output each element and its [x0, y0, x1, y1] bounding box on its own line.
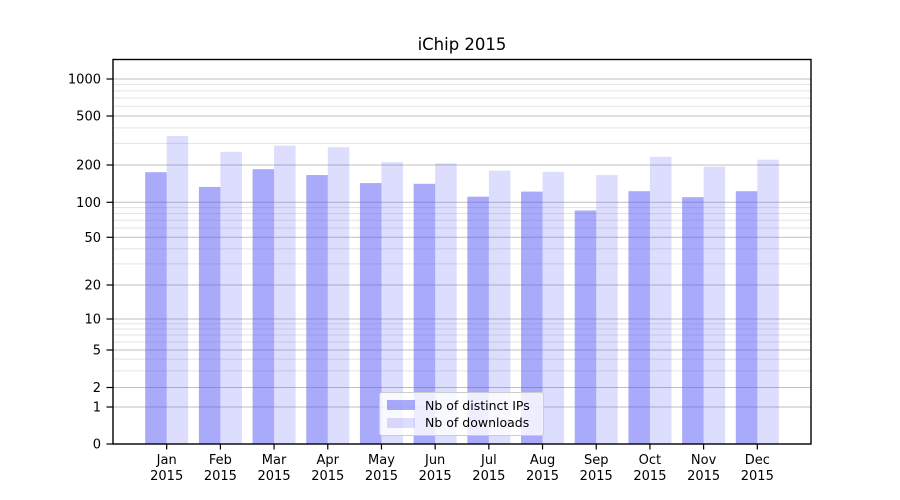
y-tick-label-50: 50: [84, 231, 101, 246]
x-tick-label-year-oct-2015: 2015: [633, 469, 666, 484]
x-tick-label-year-nov-2015: 2015: [687, 469, 720, 484]
y-tick-label-1: 1: [93, 401, 101, 416]
bar-nb-of-downloads-sep-2015: [596, 175, 618, 445]
x-tick-label-month-aug-2015: Aug: [530, 453, 555, 468]
bar-nb-of-downloads-jul-2015: [488, 170, 511, 444]
y-tick-label-500: 500: [76, 110, 101, 125]
bar-nb-of-distinct-ips-may-2015: [359, 183, 382, 445]
bar-nb-of-distinct-ips-aug-2015: [521, 191, 543, 444]
legend-label-distinct-ips: Nb of distinct IPs: [425, 397, 530, 413]
x-tick-label-month-dec-2015: Dec: [745, 453, 770, 468]
x-tick-label-month-may-2015: May: [368, 453, 395, 468]
legend-item-downloads: Nb of downloads: [387, 415, 537, 430]
x-tick-label-month-oct-2015: Oct: [639, 453, 661, 468]
bar-nb-of-downloads-jun-2015: [435, 163, 457, 444]
y-tick-label-1000: 1000: [68, 73, 101, 88]
bar-nb-of-distinct-ips-jan-2015: [145, 172, 167, 444]
legend-swatch-distinct-ips: [387, 400, 415, 411]
legend-box: Nb of distinct IPs Nb of downloads: [379, 392, 544, 436]
bar-nb-of-distinct-ips-feb-2015: [198, 186, 221, 444]
bar-nb-of-downloads-dec-2015: [757, 159, 779, 444]
x-tick-label-year-dec-2015: 2015: [741, 469, 774, 484]
bar-nb-of-distinct-ips-sep-2015: [574, 210, 597, 444]
bar-nb-of-downloads-nov-2015: [703, 166, 726, 444]
bar-nb-of-distinct-ips-oct-2015: [628, 191, 650, 444]
x-tick-label-year-sep-2015: 2015: [580, 469, 613, 484]
x-tick-label-month-jan-2015: Jan: [156, 453, 177, 468]
x-tick-label-year-apr-2015: 2015: [311, 469, 344, 484]
y-tick-label-5: 5: [93, 344, 101, 359]
y-tick-label-200: 200: [76, 159, 101, 174]
x-tick-label-month-mar-2015: Mar: [262, 453, 287, 468]
bar-nb-of-distinct-ips-dec-2015: [735, 191, 758, 444]
x-tick-label-year-jun-2015: 2015: [419, 469, 452, 484]
bar-nb-of-distinct-ips-nov-2015: [682, 197, 704, 444]
x-tick-label-month-jun-2015: Jun: [424, 453, 445, 468]
x-tick-label-year-mar-2015: 2015: [258, 469, 291, 484]
axes-spines: [112, 58, 812, 445]
chart-title: iChip 2015: [417, 35, 507, 54]
bar-nb-of-downloads-oct-2015: [649, 156, 672, 444]
x-tick-label-month-feb-2015: Feb: [209, 453, 232, 468]
legend-item-distinct-ips: Nb of distinct IPs: [387, 398, 537, 413]
legend-swatch-downloads: [387, 417, 415, 428]
x-tick-label-month-sep-2015: Sep: [584, 453, 609, 468]
y-tick-label-100: 100: [76, 196, 101, 211]
x-tick-label-month-nov-2015: Nov: [691, 453, 717, 468]
bar-nb-of-distinct-ips-jun-2015: [413, 183, 436, 444]
x-tick-label-year-jul-2015: 2015: [472, 469, 505, 484]
x-tick-label-year-jan-2015: 2015: [150, 469, 183, 484]
bar-nb-of-distinct-ips-apr-2015: [306, 175, 328, 445]
bar-nb-of-downloads-feb-2015: [220, 151, 242, 444]
bar-nb-of-downloads-may-2015: [381, 162, 403, 444]
legend-label-downloads: Nb of downloads: [425, 415, 530, 431]
bar-nb-of-downloads-aug-2015: [542, 171, 565, 445]
x-tick-label-year-aug-2015: 2015: [526, 469, 559, 484]
x-tick-label-month-jul-2015: Jul: [480, 453, 497, 468]
y-tick-label-20: 20: [84, 279, 101, 294]
y-tick-label-10: 10: [84, 313, 101, 328]
bar-nb-of-downloads-mar-2015: [274, 145, 296, 445]
y-tick-label-0: 0: [93, 438, 101, 453]
y-tick-label-2: 2: [93, 381, 101, 396]
x-tick-label-month-apr-2015: Apr: [317, 453, 340, 468]
bar-nb-of-distinct-ips-mar-2015: [252, 169, 275, 444]
x-tick-label-year-feb-2015: 2015: [204, 469, 237, 484]
x-tick-label-year-may-2015: 2015: [365, 469, 398, 484]
bar-nb-of-downloads-jan-2015: [166, 135, 189, 444]
bar-nb-of-downloads-apr-2015: [327, 147, 350, 444]
bar-nb-of-distinct-ips-jul-2015: [467, 196, 489, 444]
